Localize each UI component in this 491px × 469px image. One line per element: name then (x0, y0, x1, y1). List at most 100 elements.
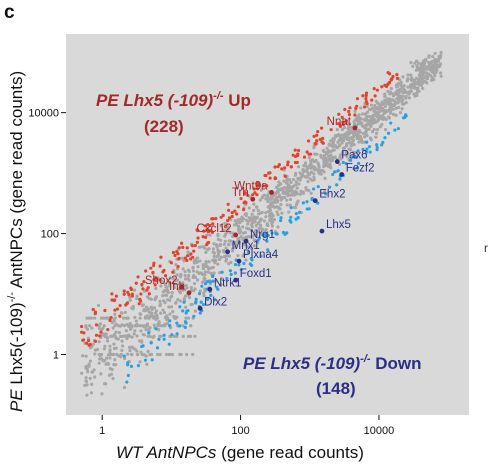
point-nonsignificant (262, 219, 267, 223)
point-nonsignificant (97, 352, 101, 357)
point-nonsignificant (369, 118, 373, 122)
point-nonsignificant (168, 276, 172, 280)
point-up (118, 314, 122, 318)
point-nonsignificant (211, 258, 215, 263)
point-nonsignificant (434, 65, 438, 69)
point-up (293, 148, 297, 152)
point-down (211, 274, 215, 278)
point-down (233, 271, 237, 275)
point-nonsignificant (357, 140, 361, 144)
gene-label-nnat: Nnat (327, 116, 352, 128)
point-nonsignificant (87, 324, 92, 328)
point-nonsignificant (218, 242, 223, 247)
point-nonsignificant (186, 316, 191, 320)
point-up (189, 257, 193, 261)
point-nonsignificant (135, 352, 140, 357)
gene-point-fezf2 (339, 172, 345, 177)
point-nonsignificant (304, 169, 308, 173)
point-down (393, 128, 397, 132)
point-nonsignificant (103, 334, 108, 338)
point-up (154, 276, 158, 280)
point-nonsignificant (120, 348, 124, 352)
point-nonsignificant (91, 342, 95, 346)
point-up (151, 271, 155, 275)
point-nonsignificant (258, 198, 262, 202)
point-nonsignificant (343, 125, 347, 130)
point-up (252, 187, 256, 191)
point-nonsignificant (225, 230, 229, 234)
point-nonsignificant (164, 293, 168, 297)
point-up (364, 93, 368, 98)
point-down (336, 169, 340, 173)
gene-point-ihh (186, 290, 192, 296)
point-nonsignificant (102, 347, 107, 351)
point-nonsignificant (111, 326, 115, 330)
point-nonsignificant (170, 291, 174, 295)
point-nonsignificant (170, 294, 174, 298)
point-nonsignificant (388, 103, 393, 107)
point-nonsignificant (363, 112, 368, 116)
point-nonsignificant (398, 78, 402, 82)
point-nonsignificant (127, 345, 132, 350)
point-nonsignificant (322, 154, 327, 158)
point-nonsignificant (176, 298, 180, 302)
point-nonsignificant (439, 71, 443, 75)
point-nonsignificant (140, 352, 144, 357)
point-nonsignificant (276, 213, 280, 217)
point-nonsignificant (93, 375, 97, 379)
point-nonsignificant (135, 296, 139, 301)
point-nonsignificant (340, 127, 344, 132)
point-down (348, 158, 353, 162)
point-up (202, 229, 206, 233)
point-nonsignificant (115, 352, 119, 357)
point-up (208, 223, 212, 228)
point-up (243, 200, 247, 204)
point-up (319, 126, 324, 130)
point-nonsignificant (116, 324, 121, 328)
point-down (149, 341, 153, 345)
gene-label-mnx1: Mnx1 (232, 240, 260, 252)
point-nonsignificant (157, 328, 161, 332)
point-nonsignificant (413, 94, 417, 98)
point-nonsignificant (186, 276, 190, 280)
point-nonsignificant (203, 273, 207, 277)
point-nonsignificant (188, 324, 193, 328)
gene-point-wnt9a (269, 190, 274, 195)
point-nonsignificant (205, 264, 209, 269)
point-nonsignificant (316, 161, 320, 165)
point-nonsignificant (419, 79, 423, 83)
point-nonsignificant (102, 359, 107, 363)
point-nonsignificant (396, 93, 400, 97)
point-up (80, 324, 84, 329)
point-nonsignificant (236, 253, 240, 258)
point-nonsignificant (358, 134, 362, 139)
point-nonsignificant (425, 67, 429, 71)
point-up (280, 167, 284, 171)
point-nonsignificant (325, 159, 329, 163)
point-nonsignificant (277, 193, 282, 197)
point-nonsignificant (341, 150, 345, 154)
point-down (279, 216, 283, 220)
point-nonsignificant (297, 165, 301, 169)
point-nonsignificant (344, 150, 348, 154)
point-up (103, 308, 107, 313)
point-nonsignificant (204, 259, 208, 264)
point-down (186, 309, 190, 313)
point-nonsignificant (172, 277, 176, 281)
point-nonsignificant (398, 110, 403, 115)
point-nonsignificant (294, 203, 299, 207)
point-nonsignificant (376, 113, 380, 117)
point-down (297, 210, 302, 214)
point-down (229, 272, 233, 277)
point-nonsignificant (145, 324, 150, 328)
point-nonsignificant (98, 357, 102, 361)
point-down (332, 170, 337, 174)
point-nonsignificant (339, 153, 343, 157)
point-nonsignificant (435, 68, 439, 72)
point-nonsignificant (397, 105, 401, 109)
point-up (211, 222, 215, 226)
point-nonsignificant (419, 68, 424, 72)
point-up (118, 303, 122, 308)
point-up (341, 120, 345, 124)
point-nonsignificant (99, 372, 103, 376)
